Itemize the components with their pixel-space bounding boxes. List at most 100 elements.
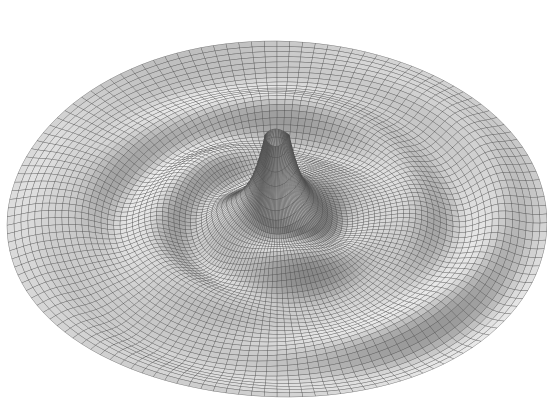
mesh-cell [151, 224, 158, 229]
mesh-cell [35, 211, 42, 219]
mesh-cell [55, 218, 62, 225]
mesh-cell [75, 205, 82, 212]
mesh-cell [266, 78, 277, 83]
mesh-cell [277, 251, 281, 256]
mesh-cell [266, 67, 277, 73]
mesh-cell [270, 111, 278, 118]
mesh-cell [532, 232, 540, 241]
mesh-cell [280, 248, 284, 251]
mesh-cell [492, 211, 499, 219]
mesh-cell [284, 255, 288, 261]
mesh-cell [391, 222, 398, 226]
mesh-cell [539, 231, 547, 240]
mesh-cell [82, 219, 89, 226]
mesh-cell [186, 230, 192, 234]
mesh-cell [299, 105, 308, 112]
mesh-cell [62, 211, 69, 218]
mesh-cell [299, 62, 311, 68]
mesh-cell [151, 220, 157, 225]
mesh-cell [408, 201, 415, 205]
mesh-cell [409, 213, 415, 218]
mesh-cell [291, 118, 299, 126]
mesh-cell [42, 211, 49, 219]
mesh-cell [121, 212, 128, 217]
mesh-cell [269, 262, 273, 269]
mesh-cell [274, 249, 277, 252]
page: (() => { const data = JSON.parse(documen… [0, 0, 547, 405]
mesh-cell [269, 96, 277, 100]
mesh-cell [156, 216, 162, 220]
mesh-cell [497, 196, 505, 204]
mesh-cell [533, 223, 540, 232]
mesh-cell [403, 213, 409, 217]
mesh-cell [197, 209, 203, 212]
mesh-cell [42, 218, 49, 226]
mesh-cell [185, 222, 191, 226]
mesh-cell [386, 215, 392, 219]
mesh-cell [197, 206, 203, 209]
mesh-cell [277, 96, 285, 100]
mesh-cell [277, 245, 280, 247]
mesh-cell [403, 205, 409, 210]
mesh-cell [191, 215, 197, 219]
mesh-cell [274, 247, 277, 249]
mesh-cell [275, 234, 277, 239]
mesh-cell [62, 225, 69, 232]
mesh-cell [277, 234, 279, 239]
mesh-cell [262, 105, 270, 112]
mesh-cell [312, 58, 325, 64]
mesh-cell [385, 218, 391, 222]
mesh-cell [261, 100, 269, 106]
mesh-cell [284, 111, 292, 118]
mesh-cell [378, 226, 385, 230]
mesh-cell [152, 228, 159, 232]
mesh-cell [255, 68, 267, 74]
mesh-cell [300, 57, 313, 63]
mesh-cell [76, 231, 84, 238]
mesh-cell [114, 230, 121, 235]
mesh-cell [273, 256, 277, 262]
mesh-cell [157, 207, 163, 211]
mesh-cell [379, 222, 385, 226]
mesh-cell [28, 219, 35, 228]
mesh-cell [459, 216, 466, 222]
mesh-cell [453, 227, 460, 233]
mesh-cell [48, 218, 55, 226]
mesh-cell [181, 233, 187, 237]
mesh-cell [49, 225, 57, 233]
mesh-cell [284, 125, 291, 132]
mesh-cell [288, 72, 299, 77]
mesh-cell [289, 47, 302, 53]
mesh-cell [185, 226, 191, 230]
mesh-cell [292, 105, 300, 112]
mesh-cell [498, 226, 506, 234]
mesh-cell [28, 204, 36, 213]
mesh-cell [257, 132, 264, 138]
mesh-cell [268, 268, 273, 275]
mesh-cell [459, 227, 466, 233]
mesh-cell [101, 228, 108, 234]
mesh-cell [279, 239, 282, 242]
mesh-cell [397, 210, 403, 214]
mesh-cell [265, 51, 277, 57]
mesh-cell [346, 229, 352, 231]
mesh-cell [265, 57, 277, 63]
mesh-cell [396, 222, 403, 226]
mesh-cell [273, 261, 277, 268]
mesh-cell [277, 261, 281, 268]
mesh-cell [273, 268, 277, 275]
mesh-cell [299, 111, 307, 119]
mesh-cell [293, 100, 302, 106]
mesh-cell [384, 226, 391, 230]
mesh-cell [367, 227, 373, 230]
mesh-cell [274, 242, 277, 245]
mesh-cell [271, 247, 274, 249]
mesh-cell [273, 234, 275, 239]
mesh-cell [82, 225, 89, 232]
mesh-cell [280, 245, 283, 247]
mesh-cell [270, 252, 274, 257]
mesh-cell [268, 93, 277, 96]
mesh-cell [288, 62, 300, 67]
mesh-cell [397, 218, 403, 222]
mesh-cell [290, 125, 297, 133]
